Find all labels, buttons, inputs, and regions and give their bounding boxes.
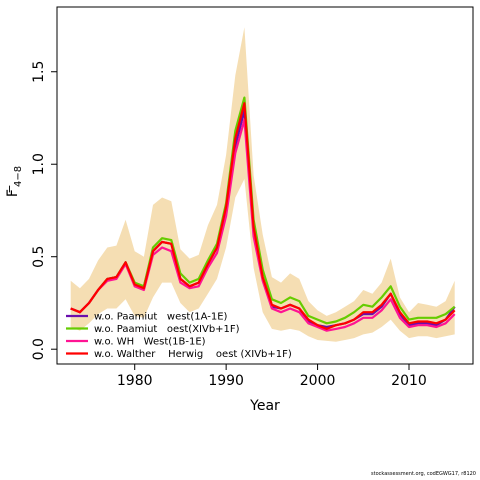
confidence-band	[70, 27, 455, 342]
x-tick-label: 2010	[391, 373, 427, 389]
x-tick-label: 1990	[208, 373, 244, 389]
y-axis-title-main: F	[5, 189, 21, 197]
confidence-band-layer	[70, 27, 455, 342]
legend-label-2: w.o. Paamiut oest(XIVb+1F)	[94, 324, 240, 335]
y-axis-title-bar: _	[0, 185, 11, 193]
x-tick-label: 2000	[300, 373, 336, 389]
legend-label-3: w.o. WH West(1B-1E)	[94, 337, 206, 348]
legend-label-1: w.o. Paamiut west(1A-1E)	[94, 312, 228, 323]
x-axis: 1980 1990 2000 2010	[117, 364, 427, 389]
x-axis-title: Year	[249, 398, 280, 414]
y-tick-label: 1.0	[31, 153, 47, 175]
x-tick-label: 1980	[117, 373, 153, 389]
y-axis-title: _ F 4−8	[0, 166, 24, 197]
legend-label-4: w.o. Walther Herwig oest (XIVb+1F)	[94, 349, 292, 360]
footer-credit: stockassessment.org, codEGWG17, r8120	[371, 471, 476, 477]
y-tick-label: 0.5	[31, 246, 47, 268]
y-axis-title-sub: 4−8	[13, 166, 24, 187]
y-axis: 0.0 0.5 1.0 1.5	[31, 61, 57, 360]
y-tick-label: 0.0	[31, 338, 47, 360]
plot-frame	[56, 6, 474, 365]
legend: w.o. Paamiut west(1A-1E)w.o. Paamiut oes…	[66, 312, 292, 360]
series-line-3	[70, 118, 456, 332]
series-layer	[70, 96, 456, 332]
series-line-4	[70, 102, 456, 330]
y-tick-label: 1.5	[31, 61, 47, 83]
